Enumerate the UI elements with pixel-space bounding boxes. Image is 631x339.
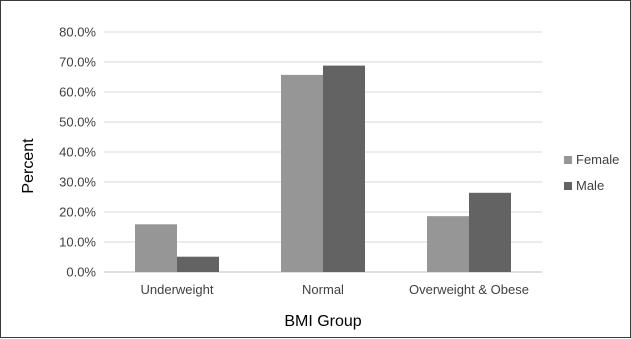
bars <box>135 65 511 273</box>
y-tick-label: 50.0% <box>59 115 96 130</box>
bar-male-2 <box>323 65 365 272</box>
y-tick-label: 0.0% <box>66 265 96 280</box>
legend-label-female: Female <box>576 152 619 167</box>
y-tick-label: 60.0% <box>59 85 96 100</box>
legend-label-male: Male <box>576 178 604 193</box>
bar-male-1 <box>177 256 219 272</box>
y-tick-label: 20.0% <box>59 205 96 220</box>
bar-female-2 <box>281 74 323 273</box>
bar-female-3 <box>427 216 469 272</box>
bar-male-3 <box>469 192 511 272</box>
y-tick-label: 70.0% <box>59 55 96 70</box>
y-tick-label: 40.0% <box>59 145 96 160</box>
x-axis-ticks: Underweight Normal Overweight & Obese <box>141 282 529 297</box>
legend-swatch-female <box>564 156 572 164</box>
x-tick-label: Overweight & Obese <box>409 282 529 297</box>
y-axis-title: Percent <box>20 138 37 194</box>
bar-female-1 <box>135 224 177 272</box>
y-tick-label: 80.0% <box>59 25 96 40</box>
x-axis-title: BMI Group <box>284 313 361 330</box>
legend-swatch-male <box>564 182 572 190</box>
y-axis-ticks: 0.0% 10.0% 20.0% 30.0% 40.0% 50.0% 60.0% 70.0% 8… <box>59 25 96 280</box>
x-tick-label: Underweight <box>141 282 214 297</box>
x-tick-label: Normal <box>302 282 344 297</box>
y-tick-label: 30.0% <box>59 175 96 190</box>
y-tick-label: 10.0% <box>59 235 96 250</box>
legend: Female Male <box>564 152 619 193</box>
